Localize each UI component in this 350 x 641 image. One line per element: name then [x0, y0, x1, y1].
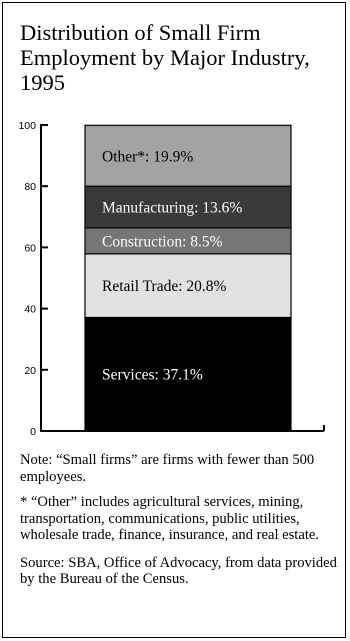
y-tick-label: 0 — [30, 426, 36, 438]
bar-segment-services — [84, 316, 292, 432]
note-source: Source: SBA, Office of Advocacy, from da… — [20, 554, 337, 588]
bar-segments: Services: 37.1% Retail Trade: 20.8% Constr… — [84, 124, 292, 432]
note-small-firms: Note: “Small firms” are firms with fewer… — [20, 452, 315, 485]
y-tick-label: 60 — [24, 242, 36, 254]
data-label: Manufacturing: 13.6% — [102, 200, 242, 217]
data-label: Construction: 8.5% — [102, 233, 223, 250]
figure-notes: Note: “Small firms” are firms with fewer… — [20, 452, 342, 597]
data-label: Services: 37.1% — [102, 367, 203, 384]
bar-segment-manufacturing — [84, 185, 292, 229]
y-tick-label: 80 — [24, 181, 36, 193]
data-label: Retail Trade: 20.8% — [102, 278, 227, 295]
stacked-bar-chart: Services: 37.1% Retail Trade: 20.8% Constr… — [18, 120, 325, 438]
bar-segment-other — [84, 124, 292, 187]
chart-title: Distribution of Small Firm Employment by… — [20, 20, 310, 95]
y-axis-ticks: 0 20 40 60 80 100 — [18, 120, 48, 438]
data-label: Other*: 19.9% — [102, 148, 193, 165]
y-tick-label: 20 — [24, 365, 36, 377]
axes — [40, 124, 325, 432]
y-tick-label: 40 — [24, 304, 36, 316]
bar-segment-retail-trade — [84, 253, 292, 319]
figure-frame — [2, 2, 346, 638]
y-tick-label: 100 — [18, 120, 36, 132]
note-other-definition: * “Other” includes agricultural services… — [20, 494, 320, 543]
